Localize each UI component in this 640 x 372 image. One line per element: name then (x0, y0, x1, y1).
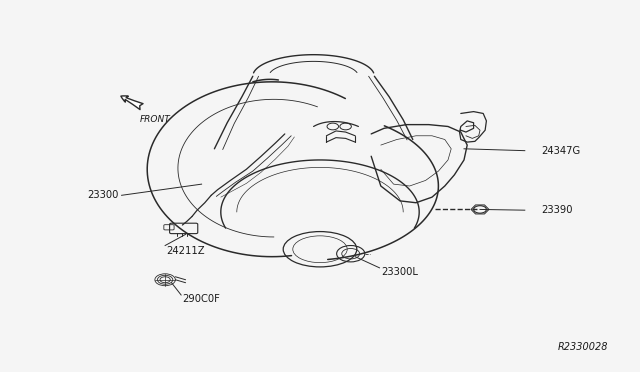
Text: 23300: 23300 (87, 190, 118, 200)
Text: R2330028: R2330028 (557, 341, 608, 352)
Text: FRONT: FRONT (140, 115, 170, 124)
Text: 24347G: 24347G (541, 146, 580, 155)
Text: 23390: 23390 (541, 205, 572, 215)
Text: 23300L: 23300L (381, 267, 418, 276)
Text: 290C0F: 290C0F (182, 295, 220, 304)
Text: 24211Z: 24211Z (166, 246, 205, 256)
